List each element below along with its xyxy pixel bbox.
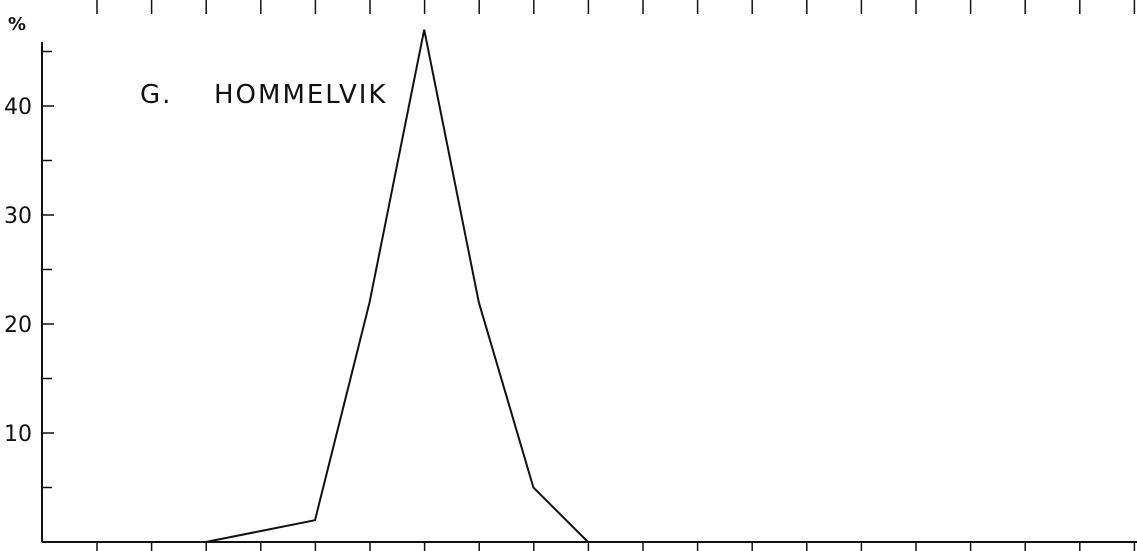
y-tick-label: 10 <box>4 422 32 447</box>
y-tick-label: 20 <box>4 313 32 338</box>
y-tick-label: 40 <box>4 95 32 120</box>
chart-title: HOMMELVIK <box>214 80 387 110</box>
ticks-layer: 10 20 30 40 <box>4 0 1136 551</box>
y-tick-label: 30 <box>4 204 32 229</box>
chart-title-prefix: G. <box>140 80 172 110</box>
series-line <box>96 29 643 543</box>
y-axis-unit-label: % <box>8 14 26 35</box>
